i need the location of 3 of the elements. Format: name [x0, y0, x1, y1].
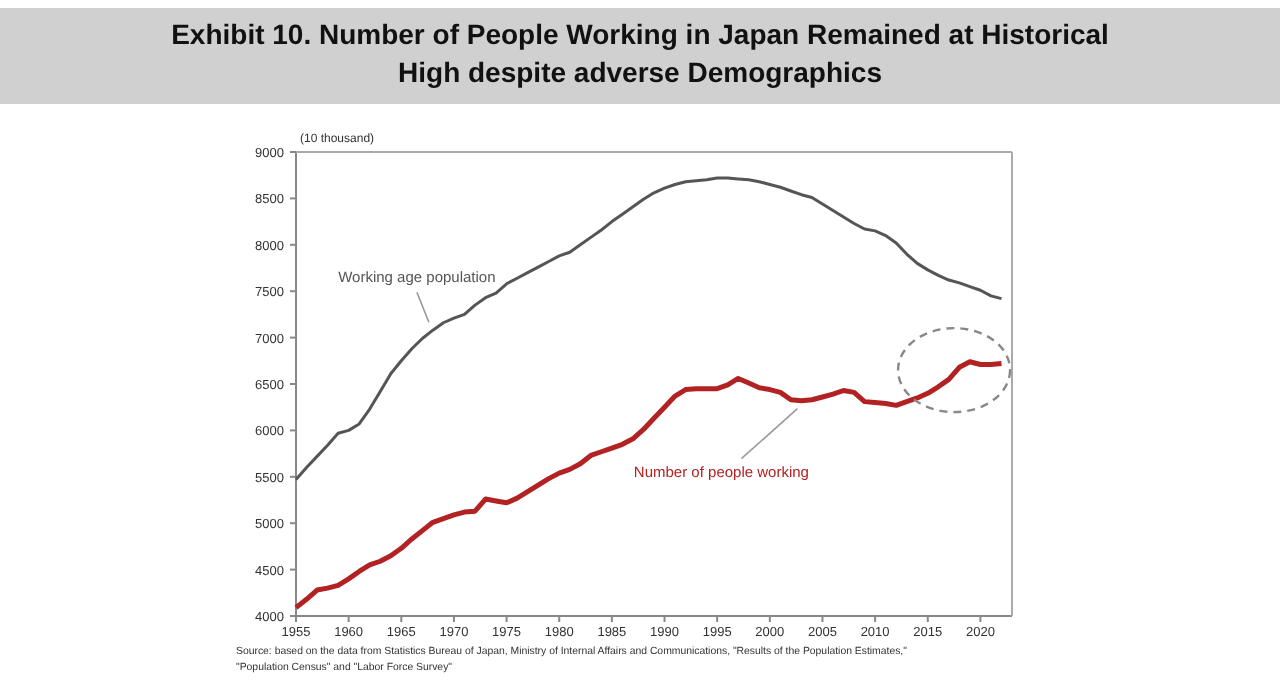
chart-title: Exhibit 10. Number of People Working in Japan Remained at Historical High despite adverse Demographics [171, 18, 1109, 88]
line-series [294, 176, 1003, 482]
line-series [293, 359, 1004, 611]
